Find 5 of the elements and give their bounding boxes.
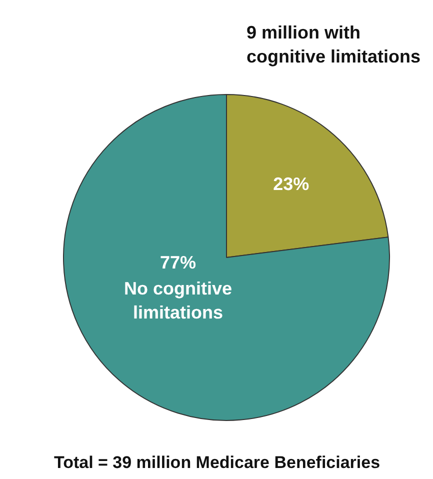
data-label: 23%	[273, 174, 310, 194]
slice-label: 9 million with cognitive limitations	[246, 22, 421, 66]
text: Total = 39 million Medicare Beneficiaries	[54, 453, 380, 472]
slice-label: No cognitive limitations	[124, 278, 232, 323]
data-label: 77%	[160, 252, 196, 273]
